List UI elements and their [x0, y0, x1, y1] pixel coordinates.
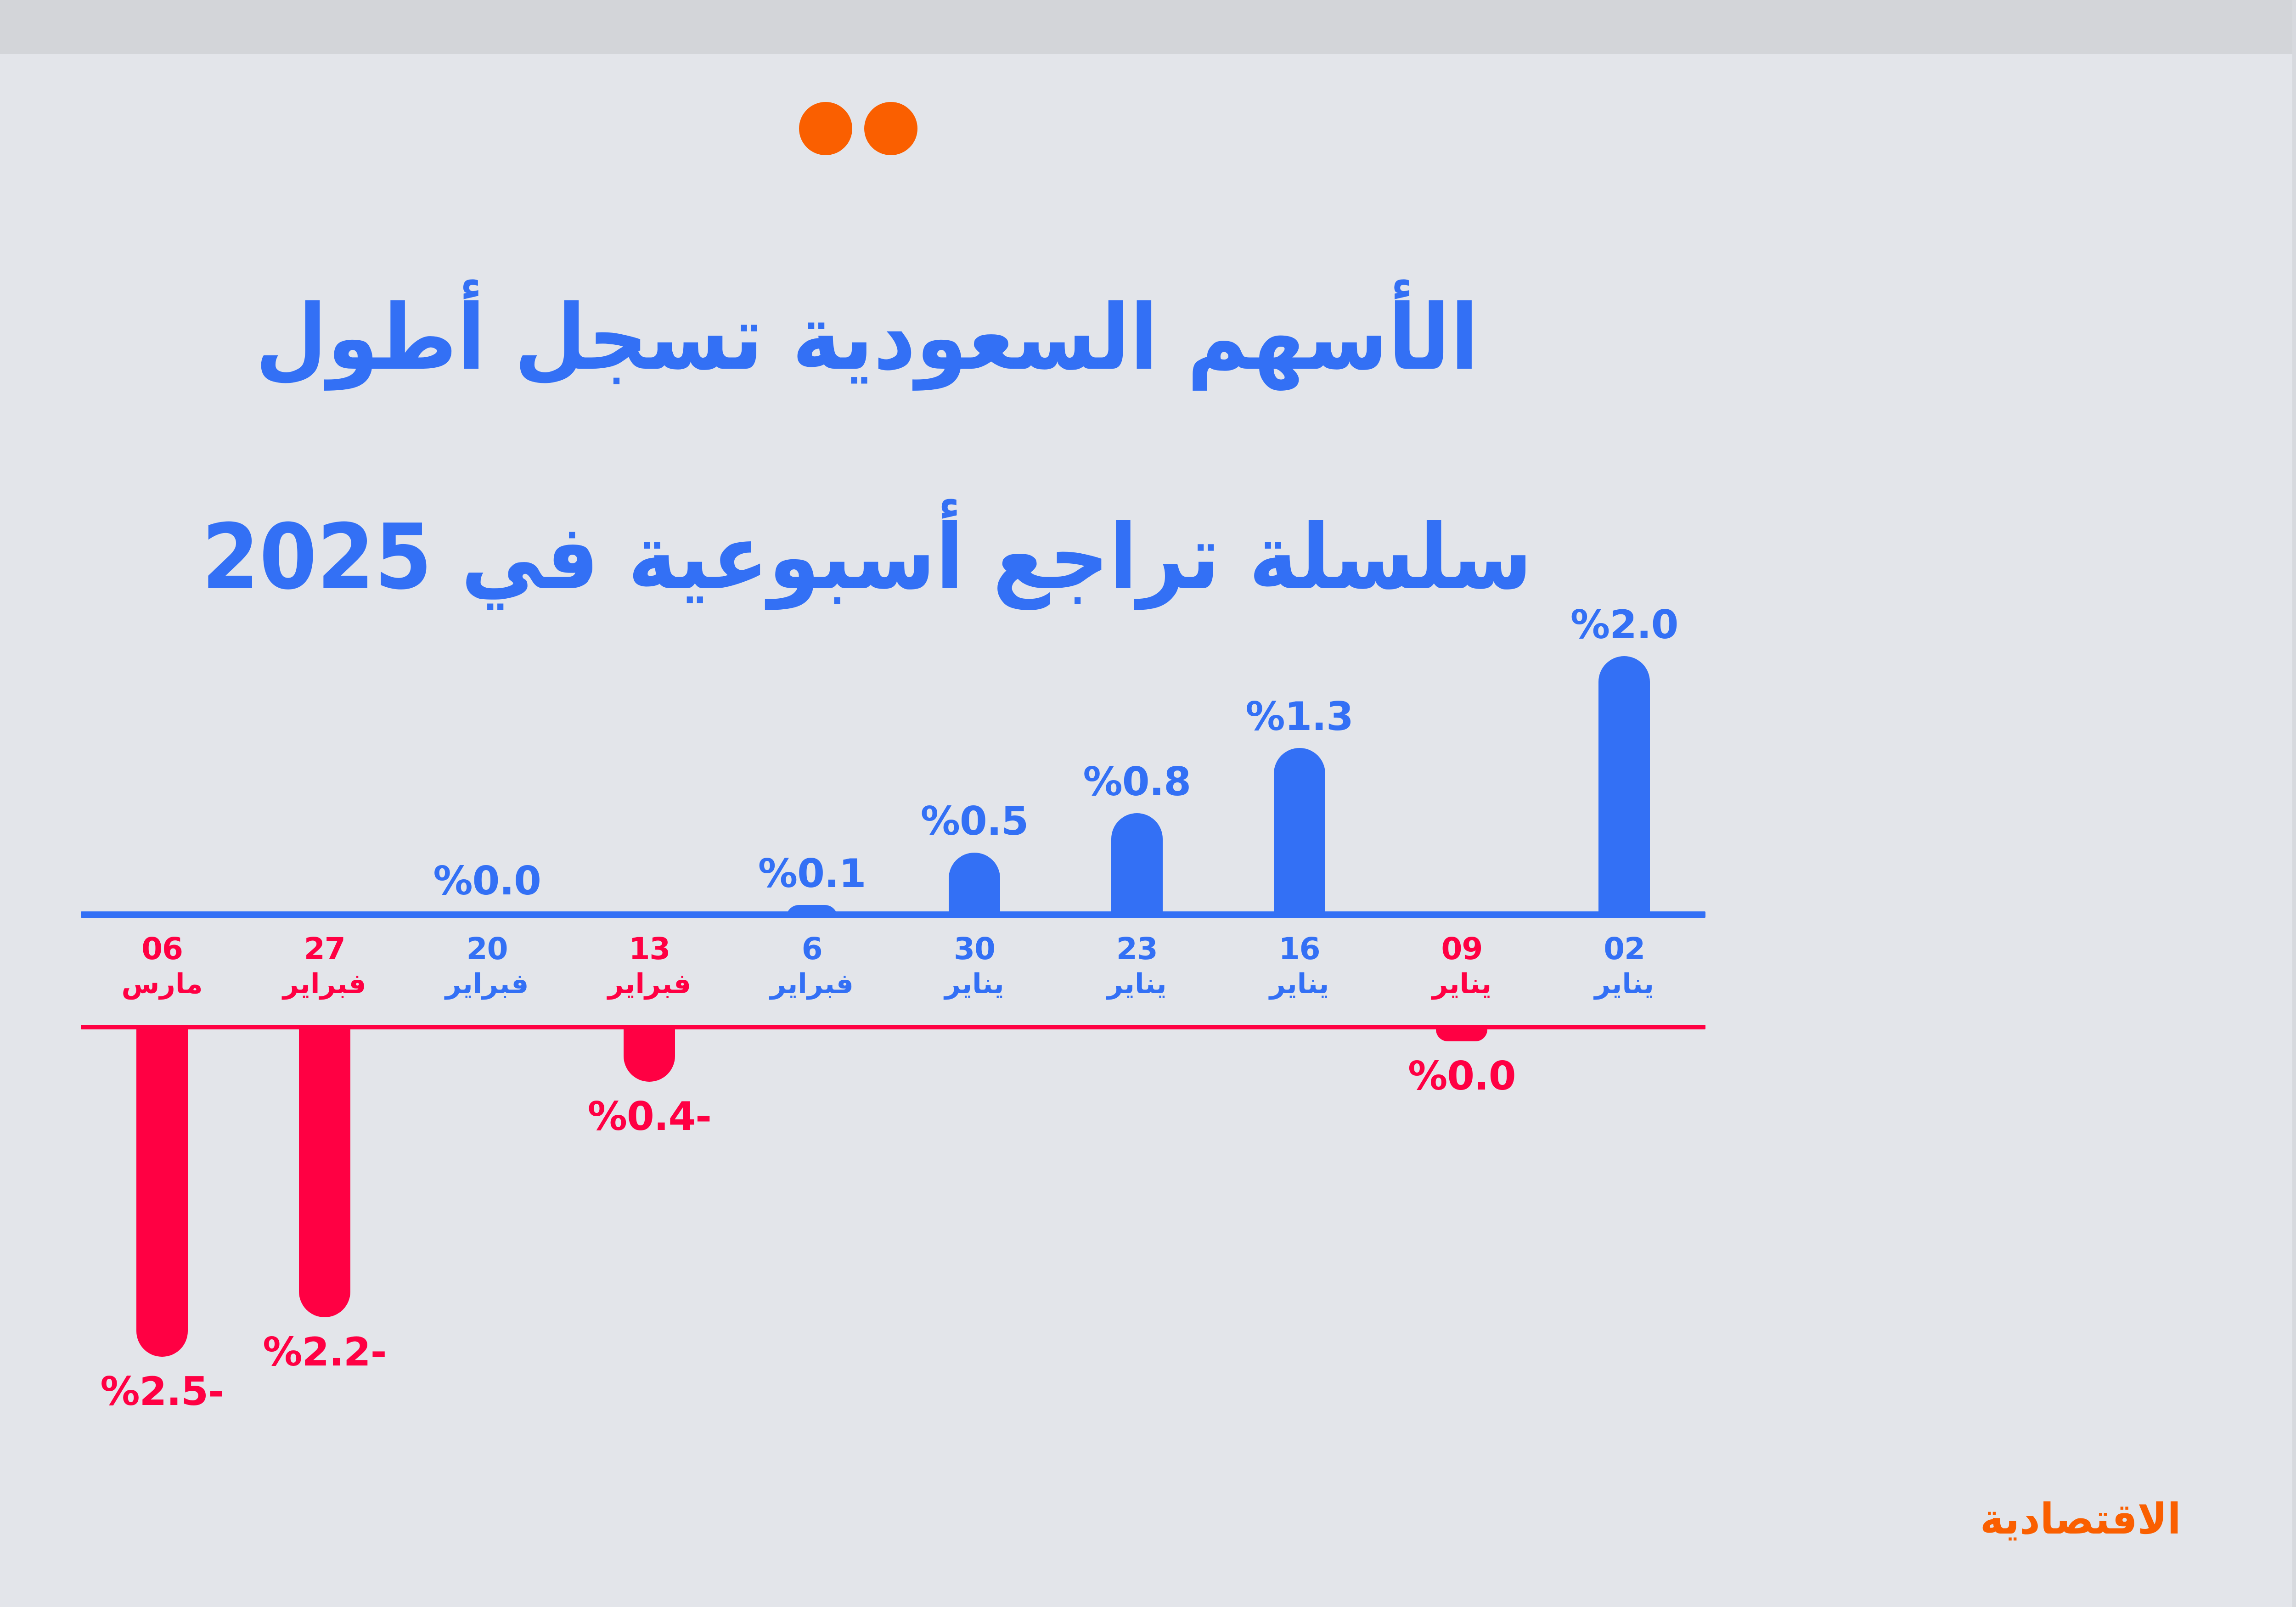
- x-axis-month: يناير: [1107, 967, 1167, 1000]
- positive-bar[interactable]: [1598, 656, 1650, 918]
- bar-column[interactable]: %2.5- 06 مارس: [81, 514, 243, 1524]
- bar-value-label: %0.1: [758, 850, 867, 897]
- bar-column[interactable]: %0.1 6 فبراير: [731, 514, 893, 1524]
- x-axis-month: يناير: [1269, 967, 1329, 1000]
- x-axis-date-label: 06 مارس: [86, 932, 238, 1000]
- x-axis-day: 6: [801, 931, 823, 966]
- x-axis-month: يناير: [1594, 967, 1654, 1000]
- bar-value-label: %1.3: [1245, 693, 1354, 740]
- x-axis-date-label: 02 يناير: [1548, 932, 1700, 1000]
- x-axis-date-label: 27 فبراير: [249, 932, 400, 1000]
- negative-bar[interactable]: [624, 1029, 675, 1082]
- right-edge-stripe: [2292, 0, 2296, 1607]
- bar-column[interactable]: %0.4- 13 فبراير: [568, 514, 731, 1524]
- bar-column[interactable]: %0.5 30 يناير: [893, 514, 1056, 1524]
- x-axis-month: يناير: [945, 967, 1004, 1000]
- x-axis-day: 06: [141, 931, 183, 966]
- negative-bar[interactable]: [1436, 1029, 1488, 1041]
- positive-bar[interactable]: [461, 912, 513, 918]
- x-axis-day: 16: [1278, 931, 1321, 966]
- x-axis-month: مارس: [121, 967, 203, 1000]
- bar-value-label: %2.0: [1570, 602, 1679, 648]
- x-axis-date-label: 23 يناير: [1061, 932, 1213, 1000]
- bar-value-label: %0.8: [1083, 759, 1192, 805]
- bar-column[interactable]: %0.8 23 يناير: [1056, 514, 1218, 1524]
- positive-bar[interactable]: [786, 905, 838, 918]
- bar-value-label: %0.5: [920, 798, 1029, 844]
- x-axis-day: 02: [1604, 931, 1645, 966]
- brand-dot-1-icon: [799, 102, 852, 155]
- negative-bar[interactable]: [136, 1029, 188, 1357]
- positive-bar[interactable]: [1273, 747, 1325, 918]
- x-axis-month: يناير: [1432, 967, 1492, 1000]
- x-axis-month: فبراير: [608, 967, 692, 1000]
- bar-column[interactable]: %0.0 09 يناير: [1380, 514, 1543, 1524]
- x-axis-date-label: 13 فبراير: [574, 932, 725, 1000]
- bar-value-label: %0.0: [433, 858, 541, 904]
- page-title-line-2: سلسلة تراجع أسبوعية في 2025: [202, 505, 1533, 610]
- publisher-logo: الاقتصادية: [1980, 1495, 2182, 1544]
- x-axis-day: 13: [629, 931, 670, 966]
- page-title-line-1: الأسهم السعودية تسجل أطول: [255, 286, 1480, 391]
- x-axis-day: 27: [304, 931, 346, 966]
- bar-column[interactable]: %2.0 02 يناير: [1543, 514, 1705, 1524]
- positive-bar[interactable]: [1111, 813, 1163, 918]
- x-axis-day: 23: [1116, 931, 1158, 966]
- x-axis-month: فبراير: [445, 967, 529, 1000]
- x-axis-date-label: 30 يناير: [899, 932, 1050, 1000]
- x-axis-day: 20: [466, 931, 508, 966]
- bar-value-label: %2.5-: [100, 1368, 224, 1415]
- bar-value-label: %2.2-: [263, 1329, 387, 1375]
- x-axis-date-label: 16 يناير: [1224, 932, 1375, 1000]
- bar-value-label: %0.0: [1408, 1053, 1516, 1099]
- x-axis-date-label: 20 فبراير: [411, 932, 563, 1000]
- x-axis-date-label: 6 فبراير: [736, 932, 888, 1000]
- brand-dots: [799, 102, 937, 157]
- top-band: [0, 0, 2296, 54]
- x-axis-month: فبراير: [283, 967, 366, 1000]
- bar-value-label: %0.4-: [587, 1094, 712, 1140]
- x-axis-date-label: 09 يناير: [1386, 932, 1537, 1000]
- bar-column[interactable]: %1.3 16 يناير: [1218, 514, 1381, 1524]
- page-title: الأسهم السعودية تسجل أطول سلسلة تراجع أس…: [0, 174, 1818, 723]
- bar-column[interactable]: %0.0 20 فبراير: [406, 514, 568, 1524]
- x-axis-month: فبراير: [770, 967, 854, 1000]
- positive-bar[interactable]: [949, 852, 1000, 918]
- weekly-change-bar-chart: %2.5- 06 مارس %2.2- 27 فبراير %0.0 20 فبراير %0.4…: [73, 514, 1735, 1524]
- negative-axis-line: [81, 1025, 1705, 1029]
- x-axis-day: 09: [1441, 931, 1483, 966]
- bar-column[interactable]: %2.2- 27 فبراير: [243, 514, 406, 1524]
- brand-dot-2-icon: [864, 102, 917, 155]
- x-axis-day: 30: [954, 931, 996, 966]
- negative-bar[interactable]: [298, 1029, 350, 1317]
